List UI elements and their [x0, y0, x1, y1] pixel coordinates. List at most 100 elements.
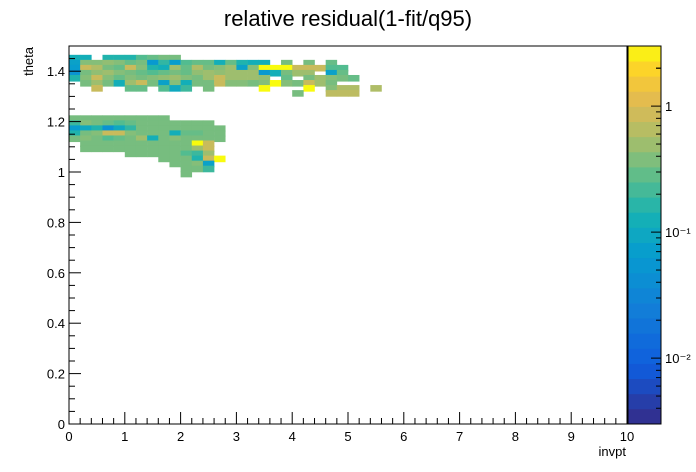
heatmap-cell	[247, 80, 260, 87]
colorbar-segment	[628, 333, 661, 349]
heatmap-cell	[191, 140, 204, 148]
heatmap-cell	[102, 74, 114, 82]
heatmap-cell	[336, 85, 349, 92]
heatmap-cell	[135, 69, 148, 77]
heatmap-cell	[91, 115, 103, 122]
chart-title: relative residual(1-fit/q95)	[224, 6, 472, 31]
heatmap-cell	[102, 130, 114, 138]
heatmap-cell	[225, 69, 237, 77]
heatmap-cell	[180, 155, 193, 163]
heatmap-cell	[80, 130, 92, 138]
heatmap-cell	[113, 145, 126, 153]
heatmap-cell	[191, 135, 204, 143]
heatmap-cell	[169, 54, 181, 62]
heatmap-cell	[202, 165, 215, 173]
heatmap-cell	[336, 74, 349, 82]
heatmap-cell	[258, 80, 271, 87]
heatmap-cell	[169, 135, 181, 143]
heatmap-cell	[180, 145, 193, 153]
heatmap-cell	[191, 160, 204, 168]
heatmap-cell	[314, 64, 326, 72]
heatmap-cell	[147, 59, 159, 67]
heatmap-cell	[91, 59, 103, 67]
heatmap-cell	[169, 155, 181, 163]
y-tick-label: 0.8	[47, 215, 65, 230]
heatmap-cells	[69, 54, 382, 178]
heatmap-cell	[191, 150, 204, 158]
heatmap-cell	[191, 69, 204, 77]
heatmap-cell	[69, 135, 81, 143]
y-tick-label: 1.2	[47, 115, 65, 130]
heatmap-cell	[180, 120, 193, 127]
heatmap-cell	[91, 145, 103, 153]
heatmap-cell	[202, 125, 215, 132]
heatmap-cell	[69, 120, 81, 127]
heatmap-cell	[69, 115, 81, 122]
colorbar-segment	[628, 363, 661, 380]
y-tick-label: 1	[58, 165, 65, 180]
heatmap-cell	[191, 145, 204, 153]
heatmap-cell	[180, 85, 193, 92]
heatmap-cell	[91, 130, 103, 138]
heatmap-cell	[124, 150, 137, 158]
heatmap-cell	[135, 145, 148, 153]
heatmap-cell	[158, 80, 170, 87]
heatmap-cell	[80, 135, 92, 143]
x-tick-label: 3	[233, 429, 240, 444]
heatmap-cell	[91, 80, 103, 87]
heatmap-cell	[102, 120, 114, 127]
heatmap-cell	[191, 120, 204, 127]
heatmap-cell	[102, 145, 114, 153]
heatmap-cell	[281, 74, 293, 82]
heatmap-cell	[158, 145, 170, 153]
heatmap-cell	[147, 120, 159, 127]
heatmap-cell	[180, 59, 193, 67]
heatmap-cell	[135, 115, 148, 122]
color-scale-bar: 10⁻² 10⁻¹ 1	[627, 45, 691, 425]
heatmap-cell	[102, 64, 114, 72]
heatmap-cell	[325, 90, 338, 97]
colorbar-segment	[628, 151, 661, 168]
heatmap-cell	[191, 130, 204, 138]
heatmap-cell	[180, 170, 193, 178]
heatmap-cell	[169, 59, 181, 67]
heatmap-cell	[169, 64, 181, 72]
heatmap-cell	[325, 64, 338, 72]
colorbar-segment	[628, 61, 661, 77]
colorbar-segment	[628, 257, 661, 274]
heatmap-cell	[247, 74, 260, 82]
heatmap-cell	[191, 155, 204, 163]
heatmap-cell	[158, 140, 170, 148]
heatmap-cell	[169, 80, 181, 87]
y-tick-label: 0.6	[47, 266, 65, 281]
heatmap-cell	[124, 59, 137, 67]
heatmap-cell	[102, 135, 114, 143]
heatmap-cell	[135, 120, 148, 127]
heatmap-cell	[124, 130, 137, 138]
colorbar-segment	[628, 408, 661, 425]
colorbar-tick-label: 10⁻¹	[665, 225, 691, 240]
heatmap-cell	[124, 120, 137, 127]
heatmap-cell	[147, 150, 159, 158]
y-tick-label: 0.4	[47, 316, 65, 331]
heatmap-cell	[214, 130, 226, 138]
heatmap-cell	[147, 140, 159, 148]
heatmap-cell	[91, 85, 103, 92]
heatmap-cell	[124, 54, 137, 62]
heatmap-cell	[124, 145, 137, 153]
heatmap-cell	[102, 59, 114, 67]
heatmap-cell	[158, 155, 170, 163]
heatmap-cell	[80, 145, 92, 153]
x-tick-label: 10	[620, 429, 634, 444]
heatmap-cell	[214, 135, 226, 143]
heatmap-cell	[214, 69, 226, 77]
heatmap-cell	[113, 115, 126, 122]
heatmap-cell	[169, 160, 181, 168]
x-tick-label: 5	[344, 429, 351, 444]
heatmap-cell	[102, 54, 114, 62]
heatmap-cell	[348, 74, 360, 82]
heatmap-cell	[80, 80, 92, 87]
heatmap-cell	[191, 59, 204, 67]
heatmap-cell	[158, 64, 170, 72]
